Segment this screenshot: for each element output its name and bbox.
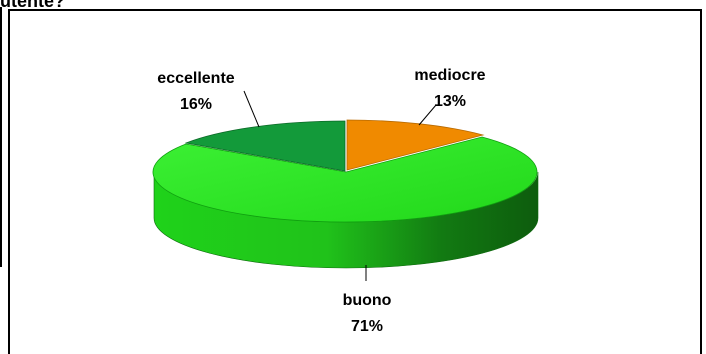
label-mediocre-name: mediocre <box>414 67 485 84</box>
pie-chart: eccellente 16% mediocre 13% buono 71% <box>152 67 539 335</box>
left-border-rule <box>0 7 2 267</box>
slice-mediocre <box>346 119 485 171</box>
slice-buono <box>152 136 538 223</box>
chart-frame: eccellente 16% mediocre 13% buono 71% <box>8 9 702 354</box>
label-eccellente-name: eccellente <box>157 70 234 87</box>
leader-line-mediocre <box>418 104 437 126</box>
heading-fragment: utente? <box>0 0 65 11</box>
label-buono-name: buono <box>343 292 392 309</box>
leader-line-eccellente <box>243 90 260 128</box>
label-eccellente-value: 16% <box>180 96 212 113</box>
slice-eccellente <box>184 120 346 172</box>
label-mediocre-value: 13% <box>434 93 466 110</box>
label-buono-value: 71% <box>351 318 383 335</box>
